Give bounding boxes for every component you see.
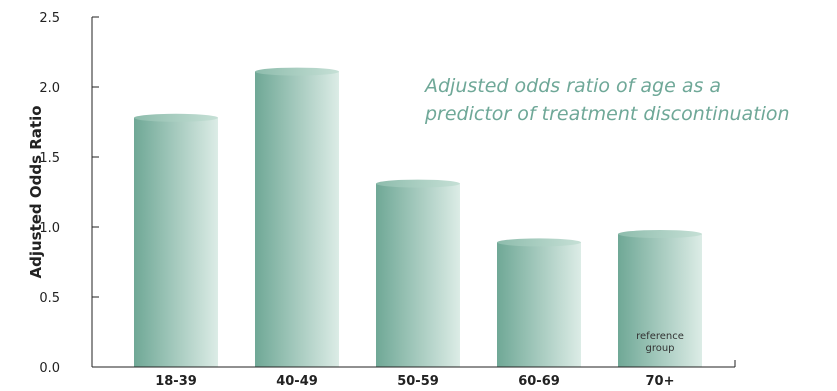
chart-title-line-1: Adjusted odds ratio of age as a — [425, 75, 722, 97]
bar-cap — [255, 67, 339, 76]
y-tick-label: 2.5 — [39, 11, 60, 26]
annotation-text: group — [645, 343, 674, 354]
y-tick-label: 0.0 — [39, 361, 60, 376]
bar — [618, 234, 702, 367]
chart-title: Adjusted odds ratio of age as a predicto… — [425, 72, 837, 128]
y-axis-title: Adjusted Odds Ratio — [27, 105, 45, 278]
bar-cap — [497, 238, 581, 247]
x-tick-label: 50-59 — [397, 374, 439, 389]
chart-title-line-2: predictor of treatment discontinuation — [425, 103, 790, 125]
y-axis: 0.0 0.5 1.0 1.5 2.0 2.5 — [39, 11, 99, 376]
y-tick-label: 0.5 — [39, 291, 60, 306]
x-tick-label: 18-39 — [155, 374, 197, 389]
bar — [376, 183, 460, 367]
bar-cap — [376, 179, 460, 188]
bar — [134, 117, 218, 367]
annotation-text: reference — [636, 331, 684, 342]
bar — [497, 242, 581, 367]
y-tick-label: 2.0 — [39, 81, 60, 96]
y-tick-label: 1.5 — [39, 151, 60, 166]
bars — [134, 67, 702, 367]
x-tick-label: 70+ — [646, 374, 675, 389]
x-axis-labels: 18-39 40-49 50-59 60-69 70+ — [155, 374, 674, 389]
bar-cap — [618, 230, 702, 238]
bar-cap — [134, 113, 218, 122]
x-tick-label: 40-49 — [276, 374, 318, 389]
y-tick-label: 1.0 — [39, 221, 60, 236]
bar — [255, 71, 339, 367]
x-tick-label: 60-69 — [518, 374, 560, 389]
